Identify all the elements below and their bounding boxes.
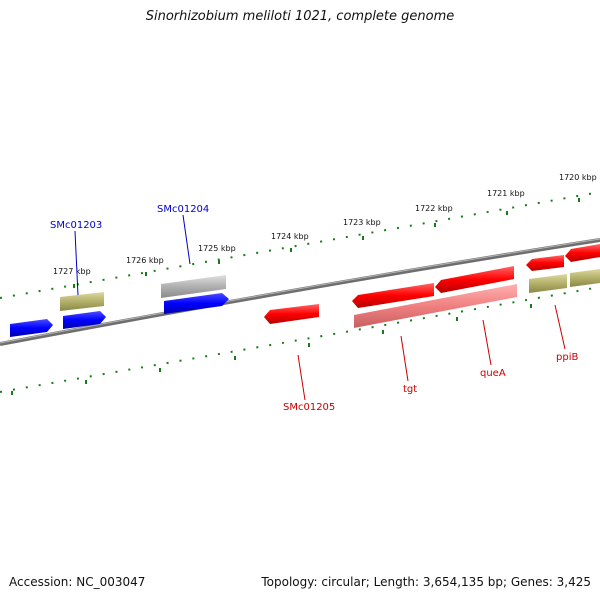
gene-arrow-reverse[interactable] xyxy=(435,266,514,293)
map-title: Sinorhizobium meliloti 1021, complete ge… xyxy=(145,9,455,24)
accession-text: Accession: NC_003047 xyxy=(9,575,146,589)
gene-label-smc01204[interactable]: SMc01204 xyxy=(157,204,209,215)
tick-label-1727: 1727 kbp xyxy=(53,267,91,276)
tick-label-1721: 1721 kbp xyxy=(487,189,525,198)
cds-feature[interactable] xyxy=(570,269,600,287)
gene-label-ppib[interactable]: ppiB xyxy=(556,352,578,363)
label-leader xyxy=(482,319,492,366)
gene-label-quea[interactable]: queA xyxy=(480,368,506,379)
cds-feature[interactable] xyxy=(529,274,567,293)
label-leader xyxy=(554,304,566,350)
gene-arrow-reverse[interactable] xyxy=(565,244,600,262)
genome-backbone xyxy=(0,238,600,346)
upper-ruler xyxy=(0,191,600,299)
gene-label-smc01203[interactable]: SMc01203 xyxy=(50,220,102,231)
cds-feature[interactable] xyxy=(354,284,517,328)
cds-feature[interactable] xyxy=(60,292,104,311)
gene-arrow-forward[interactable] xyxy=(164,293,229,314)
gene-arrow-forward[interactable] xyxy=(63,311,106,329)
cds-feature[interactable] xyxy=(161,275,226,298)
gene-arrow-reverse[interactable] xyxy=(264,304,319,324)
label-leader xyxy=(182,214,191,265)
label-leader xyxy=(297,354,306,401)
tick-label-1723: 1723 kbp xyxy=(343,218,381,227)
label-leader xyxy=(400,335,409,382)
tick-label-1724: 1724 kbp xyxy=(271,232,309,241)
lower-ruler xyxy=(0,286,600,395)
tick-label-1722: 1722 kbp xyxy=(415,204,453,213)
gene-arrow-reverse[interactable] xyxy=(526,255,564,271)
label-leader xyxy=(74,230,79,296)
gene-arrow-forward[interactable] xyxy=(10,319,53,337)
tick-label-1725: 1725 kbp xyxy=(198,244,236,253)
gene-arrow-reverse[interactable] xyxy=(352,283,434,308)
gene-label-tgt[interactable]: tgt xyxy=(403,384,417,395)
gene-label-smc01205[interactable]: SMc01205 xyxy=(283,402,335,413)
tick-label-1720: 1720 kbp xyxy=(559,173,597,182)
tick-label-1726: 1726 kbp xyxy=(126,256,164,265)
topology-text: Topology: circular; Length: 3,654,135 bp… xyxy=(261,575,591,589)
